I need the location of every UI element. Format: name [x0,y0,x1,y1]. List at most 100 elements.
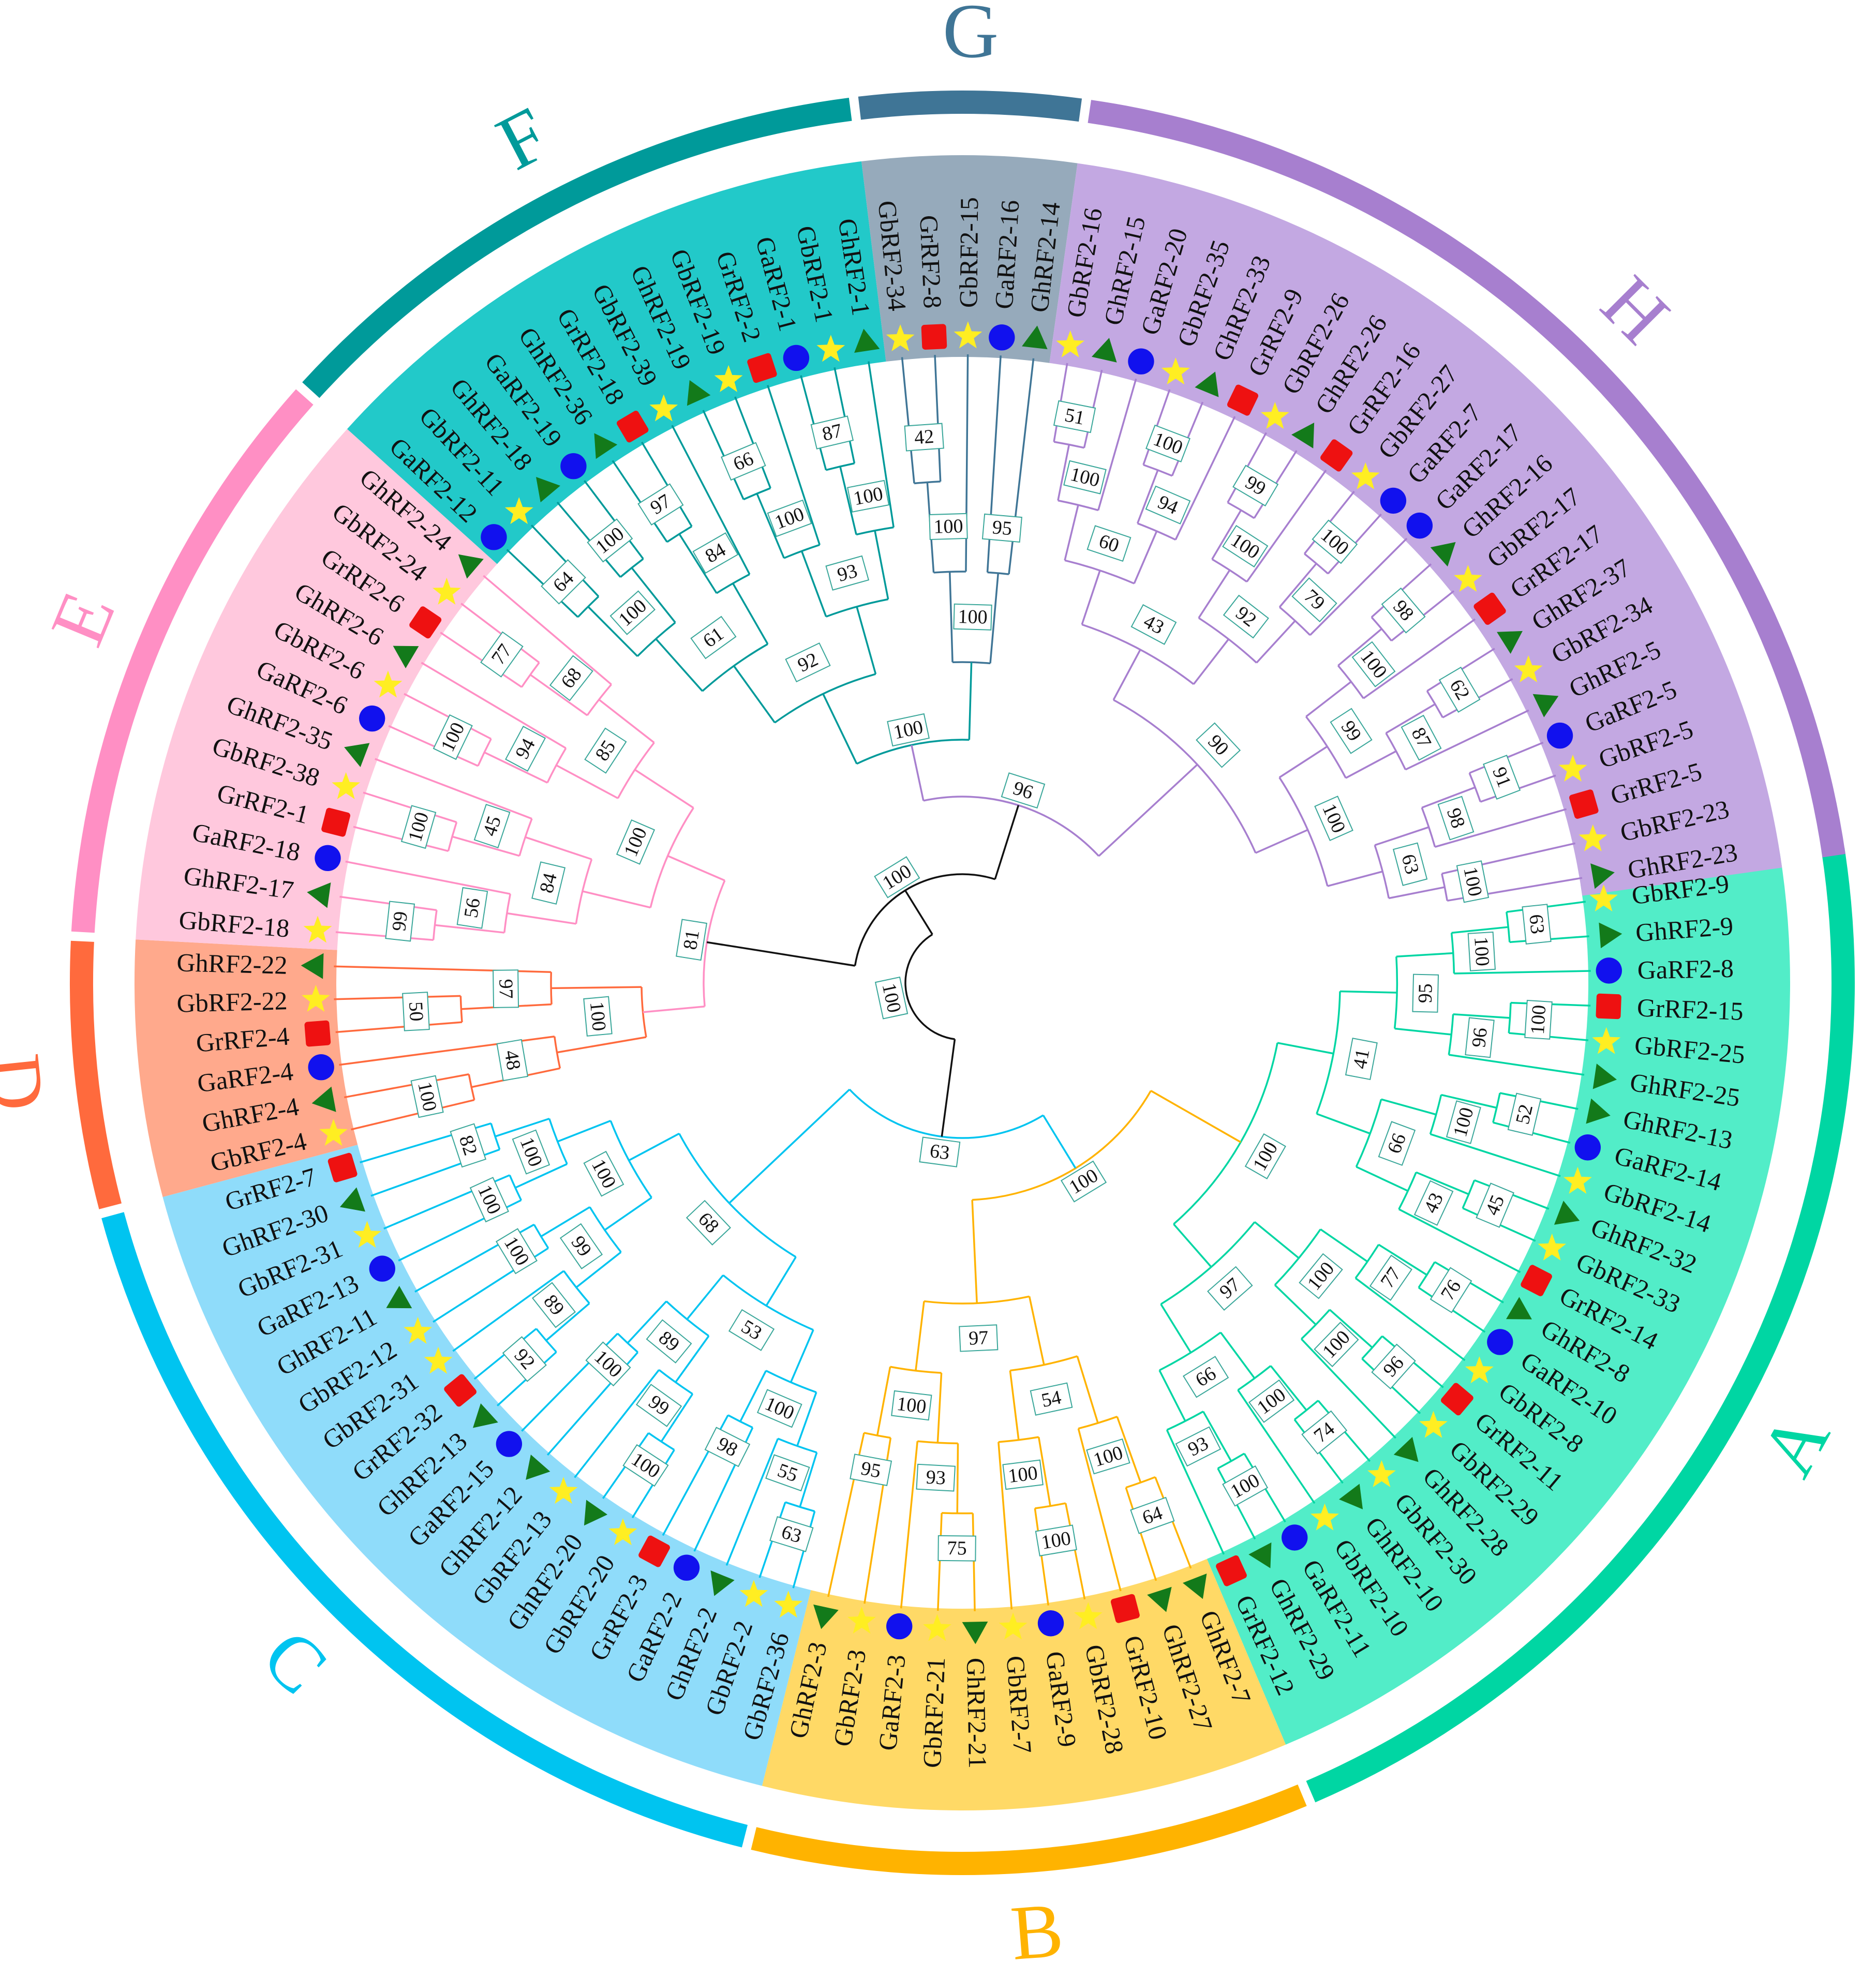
bootstrap-value: 41 [1345,1038,1378,1081]
bootstrap-label: 97 [495,979,516,999]
clade-background-layer [134,155,1790,1811]
bootstrap-label: 87 [820,420,844,445]
bootstrap-value: 92 [785,642,831,683]
species-marker-triangle-icon [584,1500,608,1526]
branch [1435,808,1567,848]
species-marker-star-icon [608,1518,637,1546]
species-marker-square-icon [1216,1555,1247,1586]
bootstrap-value: 92 [1223,594,1269,639]
branch [941,1039,956,1137]
branch [796,1391,817,1446]
branch [1363,618,1476,699]
branch [507,912,576,925]
bootstrap-value: 96 [1001,772,1046,809]
leaf-label: GhRF2-22 [176,948,288,980]
bootstrap-value: 100 [1299,1253,1343,1299]
bootstrap-value: 100 [929,513,968,541]
species-marker-star-icon [1465,1356,1494,1384]
branch [1320,1229,1368,1263]
branch-arc [998,1436,1039,1443]
branch [1381,1098,1437,1116]
bootstrap-value: 100 [410,1075,444,1118]
branch [1309,537,1408,636]
branch [1453,1013,1510,1019]
bootstrap-label: 100 [1091,1442,1126,1471]
bootstrap-value: 100 [1035,1524,1077,1556]
branch [868,361,895,528]
branch [911,744,925,801]
branch [557,1120,611,1143]
species-marker-triangle-icon [710,1570,735,1596]
species-marker-circle-icon [1596,957,1622,984]
species-marker-triangle-icon [386,1285,412,1309]
bootstrap-label: 100 [404,810,433,844]
bootstrap-value: 100 [887,713,930,747]
bootstrap-label: 100 [896,1393,928,1418]
species-marker-star-icon [1563,1166,1592,1194]
bootstrap-label: 100 [586,1000,610,1032]
branch [525,836,592,860]
species-marker-triangle-icon [301,953,324,979]
branch [1255,829,1308,854]
branch [344,1073,469,1099]
clade-letter-f: F [484,91,562,187]
branch [506,549,579,618]
branch [1112,649,1141,700]
bootstrap-value: 95 [850,1454,892,1487]
bootstrap-label: 50 [405,1001,427,1022]
species-marker-circle-icon [496,1431,523,1457]
branch [604,1196,652,1231]
species-marker-star-icon [303,916,332,943]
branch [1028,1296,1045,1365]
bootstrap-label: 95 [991,516,1013,540]
branch [1211,510,1242,560]
branch-arc [1078,1416,1118,1430]
bootstrap-value: 62 [1438,666,1481,713]
branch [956,1443,959,1514]
bootstrap-value: 68 [686,1200,732,1246]
branch [901,357,915,484]
species-marker-circle-icon [308,1054,334,1081]
branch [856,606,877,675]
bootstrap-value: 63 [1392,842,1428,886]
species-marker-star-icon [504,497,533,525]
bootstrap-label: 100 [958,606,988,628]
clade-ring-f [302,97,852,398]
branch-arc [554,1036,561,1069]
species-marker-star-icon [432,577,461,605]
bootstrap-value: 98 [1381,587,1426,634]
branch [634,769,694,809]
branch [833,367,856,464]
bootstrap-value: 55 [765,1454,810,1492]
species-marker-triangle-icon [1506,1297,1532,1320]
clade-ring-b [751,1784,1307,1875]
bootstrap-value: 63 [769,1516,814,1552]
bootstrap-value: 100 [1524,999,1553,1040]
species-marker-triangle-icon [458,554,484,579]
branch [965,354,969,572]
species-marker-star-icon [1311,1503,1339,1531]
bootstrap-value: 93 [1175,1426,1222,1467]
branch [1345,750,1397,779]
species-marker-triangle-icon [1554,1201,1580,1225]
branch [997,1442,1013,1610]
branch [574,1369,660,1478]
bootstrap-value: 96 [1465,1017,1495,1058]
species-marker-circle-icon [1574,1134,1601,1161]
branch [1454,970,1591,975]
bootstrap-value: 99 [385,901,415,942]
branch-arc [459,996,463,1023]
species-marker-square-icon [1441,1383,1473,1416]
branch-arc [942,1512,973,1515]
branch-arc [586,684,612,716]
branch [1057,444,1070,501]
species-marker-triangle-icon [854,328,880,353]
branch [667,855,725,881]
branch [1174,416,1236,541]
bootstrap-value: 95 [1412,973,1439,1013]
species-marker-circle-icon [783,345,810,371]
branch [1449,1054,1585,1076]
branch-arc [923,796,1100,857]
species-marker-circle-icon [1406,512,1433,539]
branch [1405,709,1529,771]
